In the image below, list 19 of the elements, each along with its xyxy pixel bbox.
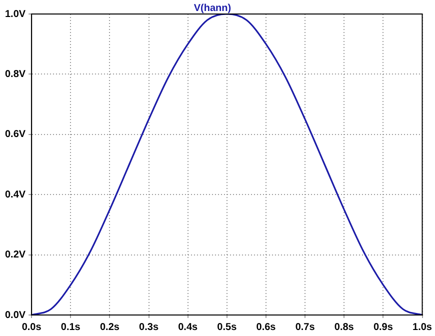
x-tick-label: 0.1s [60, 322, 81, 333]
line-series [32, 14, 422, 315]
x-tick-label: 0.4s [178, 322, 198, 333]
y-tick-label: 0.0V [4, 310, 26, 321]
x-tick-label: 0.6s [256, 322, 276, 333]
x-tick-label: 0.5s [217, 322, 238, 333]
x-tick-label: 0.9s [373, 322, 394, 333]
x-tick-label: 0.2s [100, 322, 120, 333]
x-tick-label: 0.7s [295, 322, 316, 333]
x-tick-label: 0.0s [22, 322, 42, 333]
y-tick-label: 1.0V [4, 8, 26, 20]
x-tick-label: 1.0s [412, 322, 432, 333]
y-tick-label: 0.8V [4, 68, 26, 80]
x-tick-label: 0.8s [334, 322, 354, 333]
y-tick-label: 0.6V [4, 129, 26, 140]
y-tick-label: 0.4V [4, 189, 26, 200]
x-tick-label: 0.3s [139, 322, 159, 333]
y-tick-label: 0.2V [4, 250, 26, 261]
chart-title: V(hann) [194, 2, 232, 14]
